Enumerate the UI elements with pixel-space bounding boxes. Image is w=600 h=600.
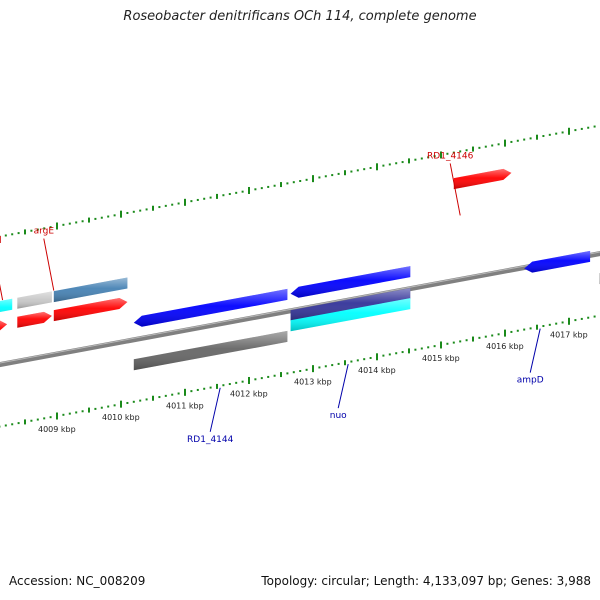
gene-labels: tmd argE RD1_4146 RD1_4144 nuo ampD: [0, 151, 544, 445]
gene-feature-f5[interactable]: [17, 311, 52, 328]
gene-feature-f4[interactable]: [0, 320, 8, 338]
gene-feature-f1[interactable]: [0, 298, 13, 318]
kbp-label: 4014 kbp: [358, 366, 396, 375]
kbp-label: 4016 kbp: [486, 342, 524, 351]
kbp-label: 4009 kbp: [38, 425, 76, 434]
gene-feature-f11[interactable]: [290, 298, 411, 332]
gene-feature-shading: [290, 288, 411, 322]
ruler-ticks: [0, 125, 596, 428]
gene-label-tmd[interactable]: tmd: [0, 236, 2, 246]
gene-feature-shading: [133, 288, 288, 327]
gene-label-leader: [0, 283, 4, 301]
gene-feature-shading: [290, 266, 411, 298]
gene-feature-shading: [0, 298, 13, 313]
kbp-label: 4011 kbp: [166, 401, 204, 410]
feature-track: [0, 168, 600, 371]
gene-label-rd1_4146[interactable]: RD1_4146: [427, 151, 474, 161]
gene-feature-shading: [53, 277, 128, 303]
kbp-label: 4017 kbp: [550, 330, 588, 339]
gene-feature-f8[interactable]: [133, 288, 288, 327]
gene-feature-shading: [0, 320, 8, 331]
gene-feature-shading: [453, 168, 512, 190]
gene-feature-shading: [53, 298, 128, 322]
gene-label-nuo[interactable]: nuo: [330, 411, 347, 421]
gene-feature-f9[interactable]: [290, 266, 411, 298]
gene-feature-shading: [17, 291, 52, 309]
gene-label-leader: [209, 387, 221, 432]
gene-label-leader: [449, 163, 461, 216]
gene-feature-f2[interactable]: [17, 291, 52, 309]
gene-label-leader: [43, 238, 55, 291]
gene-feature-f7[interactable]: [453, 168, 512, 190]
genome-summary-text: Topology: circular; Length: 4,133,097 bp…: [261, 574, 591, 588]
gene-label-leader: [529, 328, 541, 373]
gene-feature-f10[interactable]: [290, 288, 411, 322]
gene-label-rd1_4144[interactable]: RD1_4144: [187, 435, 234, 445]
map-title: Roseobacter denitrificans OCh 114, compl…: [123, 9, 477, 24]
accession-text: Accession: NC_008209: [9, 574, 146, 588]
ruler-labels: 4009 kbp 4010 kbp 4011 kbp 4012 kbp 4013 kbp…: [38, 330, 588, 434]
gene-feature-shading: [524, 250, 591, 273]
gene-feature-f13[interactable]: [524, 250, 591, 273]
gene-feature-shading: [133, 330, 288, 371]
gene-feature-shading: [17, 311, 52, 328]
gene-feature-shading: [290, 298, 411, 332]
gene-feature-f6[interactable]: [53, 298, 128, 322]
kbp-label: 4012 kbp: [230, 389, 268, 398]
kbp-label: 4013 kbp: [294, 378, 332, 387]
kbp-label: 4015 kbp: [422, 354, 460, 363]
kbp-label: 4010 kbp: [102, 413, 140, 422]
gene-label-arge[interactable]: argE: [34, 227, 55, 237]
gene-label-leader: [337, 364, 349, 409]
gene-label-ampd[interactable]: ampD: [517, 376, 544, 386]
gene-feature-f12[interactable]: [133, 330, 288, 371]
gene-feature-f3[interactable]: [53, 277, 128, 303]
